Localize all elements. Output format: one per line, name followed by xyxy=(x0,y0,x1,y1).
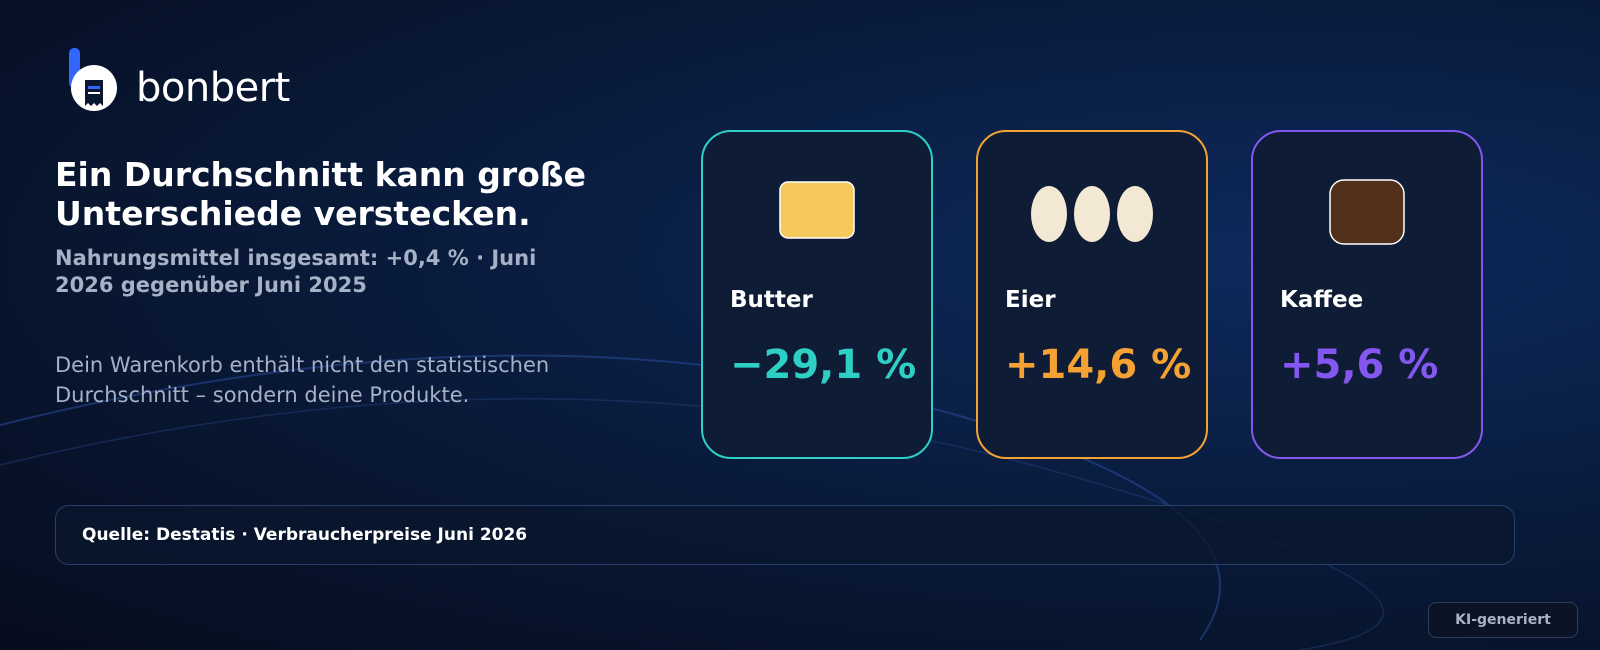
headline: Ein Durchschnitt kann große Unterschiede… xyxy=(55,155,586,233)
eggs-icon xyxy=(1031,186,1153,242)
brand-logo: bonbert xyxy=(68,48,290,114)
coffee-icon xyxy=(1329,179,1405,245)
source-text: Quelle: Destatis · Verbraucherpreise Jun… xyxy=(82,525,528,545)
card-value: −29,1 % xyxy=(730,342,917,388)
card-value: +5,6 % xyxy=(1280,342,1439,388)
card-name: Kaffee xyxy=(1280,287,1364,313)
card-eier: Eier +14,6 % xyxy=(976,130,1208,459)
body-text: Dein Warenkorb enthält nicht den statist… xyxy=(55,353,550,407)
card-kaffee: Kaffee +5,6 % xyxy=(1251,130,1483,459)
card-name: Butter xyxy=(730,287,813,313)
butter-icon xyxy=(779,181,855,239)
receipt-logo-icon xyxy=(69,48,117,111)
brand-name: bonbert xyxy=(136,65,290,111)
card-butter: Butter −29,1 % xyxy=(701,130,933,459)
source-bar: Quelle: Destatis · Verbraucherpreise Jun… xyxy=(55,505,1515,565)
subline: Nahrungsmittel insgesamt: +0,4 % · Juni … xyxy=(55,246,537,297)
ai-generated-badge: KI-generiert xyxy=(1428,602,1578,638)
card-value: +14,6 % xyxy=(1005,342,1192,388)
card-name: Eier xyxy=(1005,287,1056,313)
